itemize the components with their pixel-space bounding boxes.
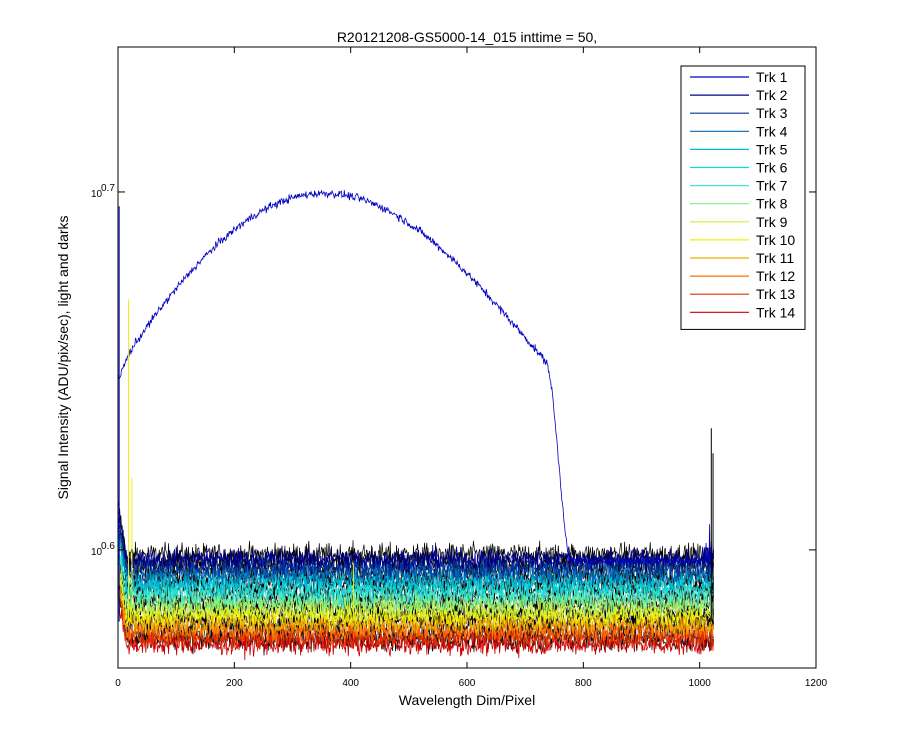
series-line-3 [118,517,714,580]
x-tick-label: 600 [459,678,476,689]
legend[interactable]: Trk 1 Trk 2 Trk 3 Trk 4 Trk 5 Trk 6 Trk 7 Trk 8… [680,65,806,330]
legend-label-12: Trk 12 [756,268,795,284]
legend-label-2: Trk 2 [756,87,788,103]
series-line-1 [118,190,714,566]
series-group [118,190,714,661]
x-tick-label: 400 [342,678,359,689]
x-tick-label: 1000 [689,678,712,689]
legend-label-13: Trk 13 [756,286,795,302]
legend-label-14: Trk 14 [756,304,795,320]
legend-label-3: Trk 3 [756,105,788,121]
x-axis-label: Wavelength Dim/Pixel [399,692,535,708]
y-tick-label-exponent: 0.6 [101,541,115,552]
legend-box [680,65,806,330]
legend-label-9: Trk 9 [756,214,788,230]
series-line-13 [118,588,714,652]
x-tick-label: 800 [575,678,592,689]
legend-label-11: Trk 11 [756,250,794,266]
x-tick-label: 200 [226,678,243,689]
legend-label-4: Trk 4 [756,123,788,139]
legend-label-5: Trk 5 [756,141,788,157]
y-tick-label-base: 10 [91,547,103,558]
chart-title: R20121208-GS5000-14_015 inttime = 50, [337,29,597,45]
x-tick-label: 1200 [805,678,828,689]
legend-label-6: Trk 6 [756,160,788,176]
y-tick-label-exponent: 0.7 [101,183,115,194]
legend-label-1: Trk 1 [756,69,788,85]
y-axis-label: Signal Intensity (ADU/pix/sec), light an… [55,215,71,499]
y-tick-label-base: 10 [91,189,103,200]
legend-label-10: Trk 10 [756,232,795,248]
series-line-4 [118,525,714,589]
series-line-2 [118,511,714,573]
x-tick-label: 0 [115,678,121,689]
legend-label-7: Trk 7 [756,178,788,194]
series-line-8 [118,553,714,616]
legend-label-8: Trk 8 [756,196,788,212]
